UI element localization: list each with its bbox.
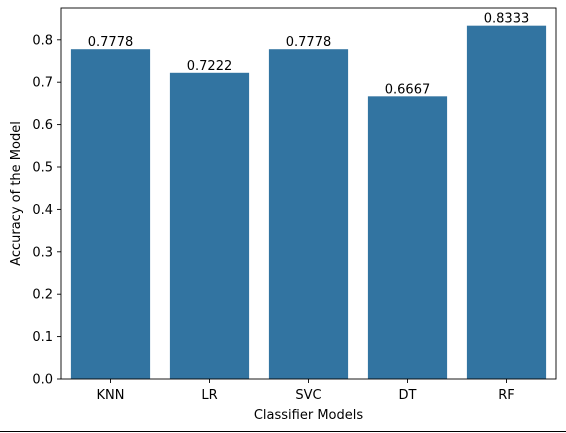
bar-value-label-svc: 0.7778 [286,35,332,50]
y-tick-label: 0.8 [32,33,53,48]
bars-group [70,25,547,380]
x-tick-label-rf: RF [498,388,515,403]
x-axis-label: Classifier Models [254,408,364,423]
bar-value-label-knn: 0.7778 [88,35,134,50]
y-tick-label: 0.0 [32,373,53,388]
y-tick-label: 0.1 [32,330,53,345]
x-tick-label-knn: KNN [97,388,125,403]
bar-value-label-rf: 0.8333 [484,12,530,27]
x-tick-label-svc: SVC [295,388,321,403]
bar-rf [466,25,547,380]
y-tick-label: 0.2 [32,288,53,303]
y-axis-ticks: 0.0 0.1 0.2 0.3 0.4 0.5 0.6 0.7 0.8 [32,33,61,388]
bar-svc [268,49,349,380]
bar-dt [367,96,448,379]
x-tick-label-lr: LR [201,388,217,403]
x-tick-label-dt: DT [399,388,417,403]
bar-value-label-dt: 0.6667 [385,82,431,97]
y-tick-label: 0.3 [32,245,53,260]
y-tick-label: 0.5 [32,161,53,176]
bar-knn [70,49,151,380]
y-tick-label: 0.7 [32,76,53,91]
axes-frame [60,7,557,380]
bar-lr [169,72,250,379]
y-axis-label: Accuracy of the Model [9,121,24,266]
bottom-divider [0,431,566,432]
x-axis-ticks: KNN LR SVC DT RF [97,379,515,403]
y-tick-label: 0.6 [32,118,53,133]
bar-labels-group: 0.7778 0.7222 0.7778 0.6667 0.8333 [88,12,530,98]
y-tick-label: 0.4 [32,203,53,218]
bar-value-label-lr: 0.7222 [187,59,233,74]
